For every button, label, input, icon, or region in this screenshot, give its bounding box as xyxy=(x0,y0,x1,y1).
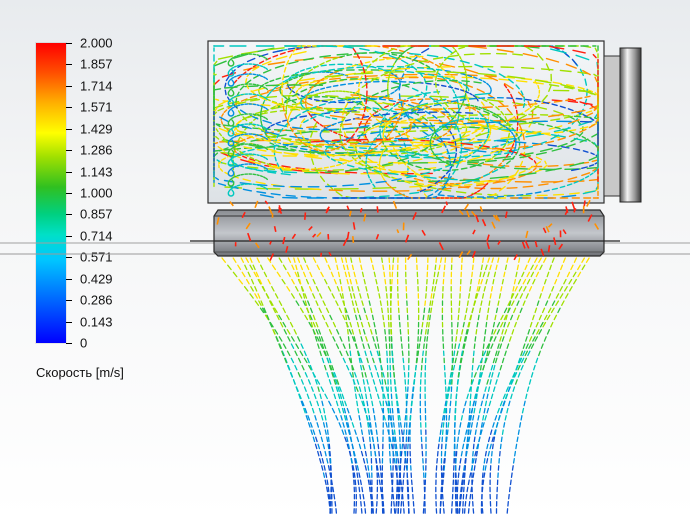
legend-tick-mark xyxy=(66,279,72,280)
legend-tick-mark xyxy=(66,64,72,65)
legend-tick-mark xyxy=(66,172,72,173)
legend-tick-mark xyxy=(66,86,72,87)
legend-title: Скорость [m/s] xyxy=(36,365,124,380)
legend-colorbar xyxy=(36,43,66,343)
legend-tick-mark xyxy=(66,343,72,344)
legend-tick-mark xyxy=(66,214,72,215)
legend-tick-mark xyxy=(66,129,72,130)
legend-tick-label: 2.000 xyxy=(80,35,113,51)
outlet-nozzle xyxy=(190,209,620,257)
legend-tick-mark xyxy=(66,257,72,258)
legend-tick-mark xyxy=(66,107,72,108)
flow-trajectories xyxy=(213,45,600,514)
legend-tick-mark xyxy=(66,43,72,44)
velocity-legend: 2.000 1.857 1.714 1.571 1.429 1.286 1.143 1.000… xyxy=(0,0,200,400)
legend-tick-mark xyxy=(66,236,72,237)
legend-tick-label: 0.286 xyxy=(80,292,113,308)
legend-tick-label: 0.714 xyxy=(80,228,113,244)
legend-tick-label: 1.857 xyxy=(80,56,113,72)
legend-tick-label: 1.714 xyxy=(80,78,113,94)
legend-tick-mark xyxy=(66,193,72,194)
legend-tick-label: 1.429 xyxy=(80,121,113,137)
legend-tick-label: 0.857 xyxy=(80,206,113,222)
legend-tick-label: 1.000 xyxy=(80,185,113,201)
fan-cylinder xyxy=(603,47,642,203)
legend-tick-label: 1.286 xyxy=(80,142,113,158)
legend-tick-mark xyxy=(66,300,72,301)
legend-tick-label: 0 xyxy=(80,335,88,351)
legend-tick-label: 0.429 xyxy=(80,271,113,287)
legend-tick-mark xyxy=(66,150,72,151)
legend-tick-label: 0.143 xyxy=(80,314,113,330)
legend-tick-mark xyxy=(66,322,72,323)
legend-tick-label: 1.143 xyxy=(80,164,113,180)
legend-tick-label: 1.571 xyxy=(80,99,113,115)
